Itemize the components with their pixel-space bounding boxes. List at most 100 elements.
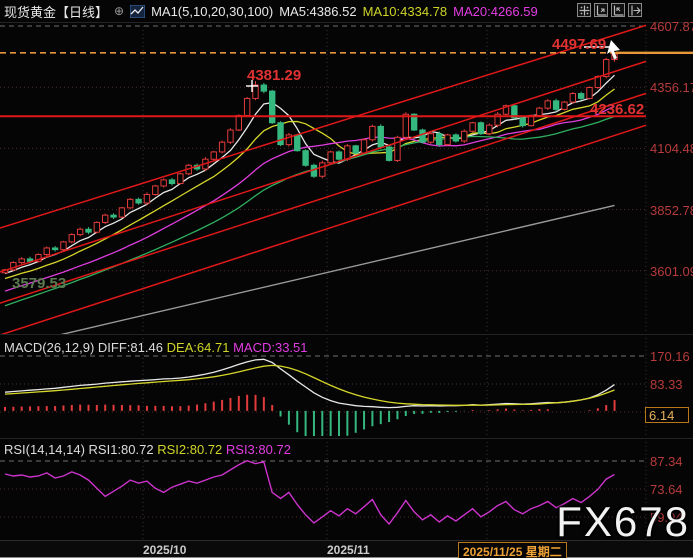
rsi1-value: RSI(14,14,14) RSI1:80.72 — [4, 442, 154, 457]
trendline — [0, 60, 646, 273]
candle-body — [294, 134, 301, 152]
ma10-value: MA10:4334.78 — [362, 3, 448, 19]
candle-body — [577, 93, 585, 99]
trendline-start-label: 3579.53 — [12, 275, 67, 292]
candle-body — [444, 134, 451, 146]
rsi-tick-label: 59.94 — [650, 510, 683, 525]
time-tick-oct: 2025/10 — [143, 543, 187, 557]
ma-params-label: MA1(5,10,20,30,100) — [151, 3, 274, 19]
chart-header: 现货黄金【日线】 ⊕ MA1(5,10,20,30,100) MA5:4386.… — [0, 0, 693, 22]
candle-body — [436, 133, 443, 146]
trendline — [0, 92, 646, 304]
candle-body — [461, 130, 468, 142]
macd-panel — [4, 358, 616, 436]
ma20-line — [4, 105, 615, 292]
rsi-panel — [4, 459, 615, 526]
candle-body — [302, 150, 309, 166]
candle-body — [252, 84, 259, 99]
rsi-tick-label: 73.64 — [650, 482, 683, 497]
price-tick-label: 3601.09 — [650, 263, 693, 279]
macd-tick-label: 170.16 — [650, 348, 690, 364]
candle-body — [410, 113, 418, 131]
candle-body — [469, 122, 476, 132]
candle-body — [394, 136, 401, 161]
candle-body — [160, 179, 167, 187]
candle-body — [60, 241, 67, 251]
macd-header: MACD(26,12,9) DIFF:81.46 DEA:64.71 MACD:… — [4, 340, 308, 355]
candle-body — [143, 193, 151, 204]
candle-body — [235, 114, 243, 131]
candle-body — [85, 228, 92, 233]
candle-body — [511, 105, 518, 119]
price-tick-label: 4607.87 — [650, 19, 693, 34]
candle-body — [43, 247, 50, 256]
candle-body — [260, 84, 268, 92]
support-price-label: 4236.62 — [590, 101, 645, 119]
candle-body — [102, 214, 109, 223]
candle-body — [452, 134, 460, 142]
candle-body — [335, 151, 343, 160]
candle-body — [486, 124, 493, 135]
candle-body — [477, 122, 485, 135]
macd-dea-value: DEA:64.71 — [166, 340, 230, 355]
candle-body — [552, 100, 560, 110]
y-axis-scale-icon[interactable] — [594, 3, 608, 17]
price-tick-label: 4356.17 — [650, 80, 693, 96]
candle-body — [603, 59, 610, 78]
candle-body — [385, 146, 393, 161]
trendline — [0, 24, 646, 229]
candle-body — [93, 221, 101, 233]
collapse-icon[interactable]: ⊕ — [114, 4, 125, 18]
candle-body — [110, 214, 117, 218]
candle-body — [419, 129, 426, 143]
candle-body — [377, 125, 384, 148]
candle-body — [118, 207, 126, 218]
time-tick-nov: 2025/11 — [327, 543, 370, 557]
candle-body — [427, 133, 435, 143]
rsi-line — [4, 459, 615, 526]
ma5-line — [4, 74, 615, 275]
rsi-tick-label: 87.34 — [650, 453, 683, 469]
price-tick-label: 3852.78 — [650, 202, 693, 218]
candle-body — [561, 101, 568, 110]
x-axis-scale-icon[interactable] — [611, 3, 625, 17]
symbol-title: 现货黄金【日线】 — [4, 4, 109, 20]
candle-body — [285, 134, 293, 146]
fx678-watermark: FX678 — [556, 498, 690, 545]
candle-body — [319, 162, 326, 177]
ma30-line — [4, 115, 615, 307]
kline-indicator-icon[interactable] — [130, 4, 146, 18]
chart-toolbar — [577, 3, 642, 17]
ma20-value: MA20:4266.59 — [453, 3, 538, 19]
candle-body — [18, 258, 25, 264]
price-tick-label: 4104.48 — [650, 141, 693, 157]
shift-right-icon[interactable] — [628, 3, 642, 17]
candle-body — [536, 107, 543, 116]
crosshair-pan-icon[interactable] — [577, 3, 591, 17]
mouse-cursor — [607, 40, 620, 60]
candle-body — [352, 145, 359, 154]
rsi2-value: RSI2:80.72 — [157, 442, 223, 457]
candle-body — [135, 198, 142, 204]
trendline — [0, 124, 646, 334]
candle-body — [51, 247, 59, 251]
candle-body — [152, 185, 159, 195]
main-panel — [0, 24, 646, 334]
ma5-value: MA5:4386.52 — [279, 3, 357, 19]
candle-body — [269, 90, 276, 124]
candle-body — [76, 228, 84, 236]
candle-body — [569, 93, 576, 103]
candle-body — [26, 258, 34, 262]
peak-price-label: 4381.29 — [247, 67, 302, 85]
candle-body — [177, 173, 184, 185]
candle-body — [344, 145, 351, 160]
macd-diff-value: MACD(26,12,9) DIFF:81.46 — [4, 340, 163, 355]
high-price-label: 4497.69 — [552, 35, 607, 53]
macd-dea-line — [4, 364, 615, 406]
macd-value: MACD:33.51 — [233, 340, 308, 355]
candle-body — [502, 105, 510, 115]
candle-body — [210, 151, 217, 160]
candle-body — [519, 117, 526, 127]
